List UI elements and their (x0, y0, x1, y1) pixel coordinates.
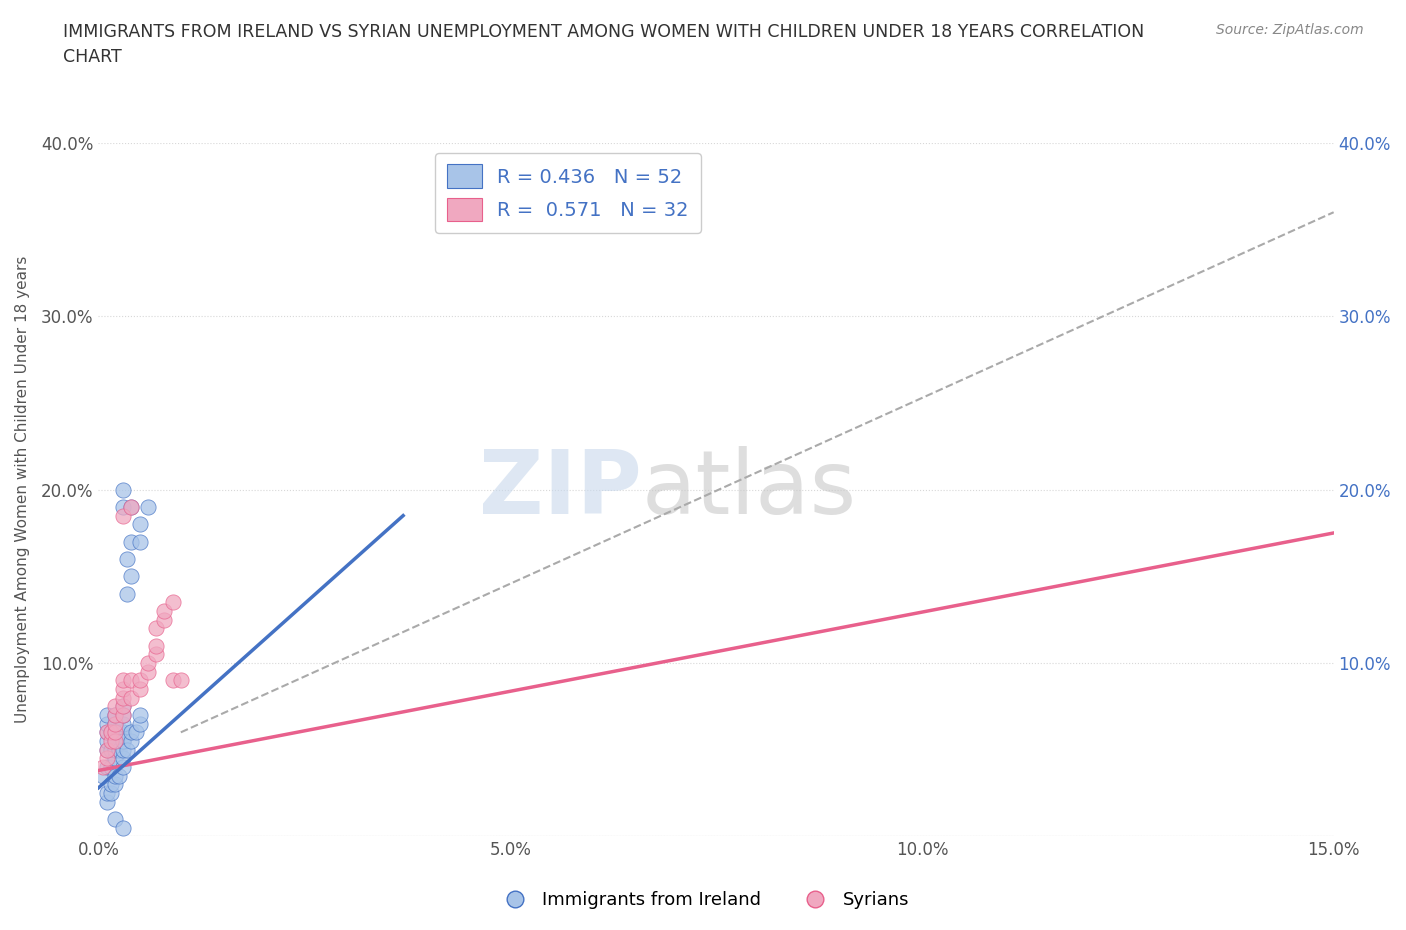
Point (100, 724, 122, 739)
Point (120, 499, 142, 514)
Point (91, 760, 114, 775)
Point (120, 734, 142, 749)
Point (104, 768, 127, 783)
Point (136, 656, 159, 671)
Point (112, 673, 135, 688)
Y-axis label: Unemployment Among Women with Children Under 18 years: Unemployment Among Women with Children U… (15, 256, 30, 724)
Point (112, 708, 135, 723)
Point (96, 751, 118, 765)
Point (112, 716, 135, 731)
Legend: R = 0.436   N = 52, R =  0.571   N = 32: R = 0.436 N = 52, R = 0.571 N = 32 (434, 153, 700, 233)
Point (112, 820, 135, 835)
Point (104, 716, 127, 731)
Point (120, 690, 142, 705)
Point (104, 724, 127, 739)
Point (112, 690, 135, 705)
Text: ZIP: ZIP (479, 446, 643, 533)
Point (104, 698, 127, 713)
Point (96, 786, 118, 801)
Point (96, 742, 118, 757)
Point (145, 638, 167, 653)
Point (104, 742, 127, 757)
Point (104, 708, 127, 723)
Text: IMMIGRANTS FROM IRELAND VS SYRIAN UNEMPLOYMENT AMONG WOMEN WITH CHILDREN UNDER 1: IMMIGRANTS FROM IRELAND VS SYRIAN UNEMPL… (63, 23, 1144, 66)
Point (100, 724, 122, 739)
Point (117, 586, 139, 601)
Legend: Immigrants from Ireland, Syrians: Immigrants from Ireland, Syrians (489, 884, 917, 916)
Point (112, 708, 135, 723)
Point (120, 534, 142, 549)
Point (112, 482, 135, 497)
Point (128, 716, 150, 731)
Point (128, 517, 150, 532)
Point (96, 742, 118, 757)
Point (96, 708, 118, 723)
Point (112, 734, 135, 749)
Point (96, 724, 118, 739)
Point (108, 768, 131, 783)
Point (170, 673, 193, 688)
Point (96, 734, 118, 749)
Point (104, 812, 127, 827)
Point (112, 751, 135, 765)
Point (117, 742, 139, 757)
Point (153, 612, 176, 627)
Point (120, 499, 142, 514)
Point (124, 724, 146, 739)
Point (108, 724, 131, 739)
Point (112, 508, 135, 523)
Point (112, 682, 135, 697)
Point (91, 768, 114, 783)
Point (100, 742, 122, 757)
Point (145, 647, 167, 662)
Point (145, 621, 167, 636)
Point (100, 786, 122, 801)
Point (104, 751, 127, 765)
Text: Source: ZipAtlas.com: Source: ZipAtlas.com (1216, 23, 1364, 37)
Point (96, 724, 118, 739)
Point (162, 673, 184, 688)
Point (117, 551, 139, 566)
Point (100, 760, 122, 775)
Point (104, 708, 127, 723)
Point (100, 777, 122, 791)
Point (112, 698, 135, 713)
Point (112, 698, 135, 713)
Point (162, 595, 184, 610)
Point (128, 673, 150, 688)
Point (136, 499, 159, 514)
Point (104, 734, 127, 749)
Point (96, 794, 118, 809)
Point (112, 734, 135, 749)
Point (128, 708, 150, 723)
Point (104, 777, 127, 791)
Point (112, 499, 135, 514)
Point (128, 534, 150, 549)
Point (136, 664, 159, 679)
Point (96, 716, 118, 731)
Point (120, 569, 142, 584)
Point (153, 604, 176, 618)
Point (128, 682, 150, 697)
Point (104, 724, 127, 739)
Point (120, 673, 142, 688)
Point (120, 724, 142, 739)
Point (104, 734, 127, 749)
Point (108, 742, 131, 757)
Point (112, 724, 135, 739)
Point (112, 760, 135, 775)
Text: atlas: atlas (643, 446, 858, 533)
Point (112, 742, 135, 757)
Point (96, 760, 118, 775)
Point (100, 734, 122, 749)
Point (104, 716, 127, 731)
